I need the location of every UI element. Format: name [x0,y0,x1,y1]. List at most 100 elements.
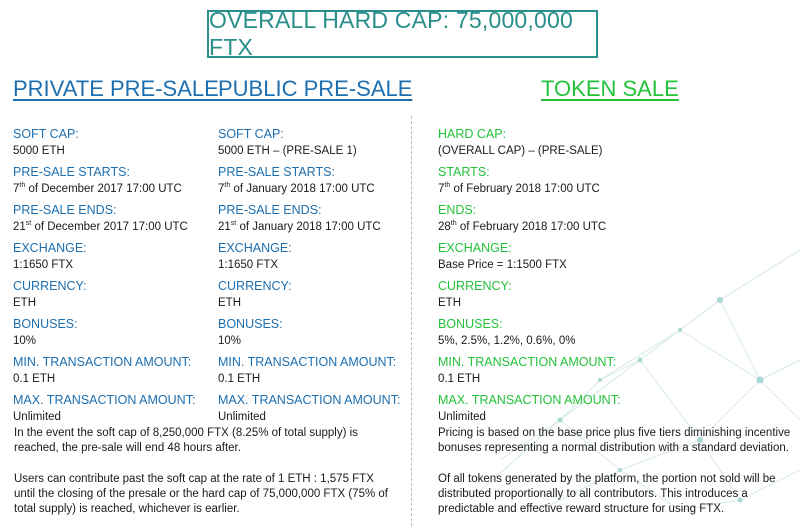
field-value: ETH [438,297,461,309]
field-label: CURRENCY: [13,279,87,293]
token-bonuses: BONUSES: 5%, 2.5%, 1.2%, 0.6%, 0% [438,315,793,349]
field-value: Unlimited [13,411,61,423]
field-label: ENDS: [438,203,477,217]
soft-cap-note: In the event the soft cap of 8,250,000 F… [14,427,358,454]
field-label: MAX. TRANSACTION AMOUNT: [218,393,401,407]
distribution-note: Of all tokens generated by the platform,… [438,473,776,515]
field-value: 5%, 2.5%, 1.2%, 0.6%, 0% [438,335,576,347]
public-presale-column: PUBLIC PRE-SALE SOFT CAP: 5000 ETH – (PR… [218,74,418,429]
date-ordinal: th [450,220,457,228]
field-label: BONUSES: [13,317,78,331]
field-value: 7th of December 2017 17:00 UTC [13,181,218,197]
field-label: SOFT CAP: [13,127,79,141]
contribution-note: Users can contribute past the soft cap a… [14,473,388,515]
date-ordinal: th [19,182,26,190]
field-label: EXCHANGE: [218,241,292,255]
date-rest: of February 2018 17:00 UTC [450,183,600,195]
field-label: MAX. TRANSACTION AMOUNT: [13,393,196,407]
field-value: 0.1 ETH [438,373,481,385]
overall-hard-cap-text: OVERALL HARD CAP: 75,000,000 FTX [209,7,573,60]
date-rest: of January 2018 17:00 UTC [230,183,375,195]
field-label: MIN. TRANSACTION AMOUNT: [438,355,617,369]
field-value: 7th of January 2018 17:00 UTC [218,181,418,197]
token-starts: STARTS: 7th of February 2018 17:00 UTC [438,163,793,197]
field-label: PRE-SALE STARTS: [218,165,335,179]
public-presale-title: PUBLIC PRE-SALE [218,76,413,101]
field-label: EXCHANGE: [13,241,87,255]
column-divider [411,116,412,526]
field-value: Base Price = 1:1500 FTX [438,259,567,271]
date-ordinal: th [224,182,231,190]
pricing-note: Pricing is based on the base price plus … [438,427,791,454]
field-label: MIN. TRANSACTION AMOUNT: [13,355,192,369]
field-label: PRE-SALE ENDS: [218,203,322,217]
private-soft-cap: SOFT CAP: 5000 ETH [13,125,218,159]
date-day: 21 [218,221,231,233]
public-min-transaction: MIN. TRANSACTION AMOUNT: 0.1 ETH [218,353,418,387]
date-ordinal: st [25,220,32,228]
token-ends: ENDS: 28th of February 2018 17:00 UTC [438,201,793,235]
date-rest: of January 2018 17:00 UTC [236,221,381,233]
field-value: 21st of December 2017 17:00 UTC [13,219,218,235]
field-label: PRE-SALE ENDS: [13,203,117,217]
date-rest: of February 2018 17:00 UTC [456,221,607,233]
private-min-transaction: MIN. TRANSACTION AMOUNT: 0.1 ETH [13,353,218,387]
field-label: SOFT CAP: [218,127,284,141]
public-max-transaction: MAX. TRANSACTION AMOUNT: Unlimited [218,391,418,425]
date-day: 7 [218,183,225,195]
field-value: 1:1650 FTX [218,259,279,271]
token-hard-cap: HARD CAP: (OVERALL CAP) – (PRE-SALE) [438,125,793,159]
private-exchange: EXCHANGE: 1:1650 FTX [13,239,218,273]
private-bonuses: BONUSES: 10% [13,315,218,349]
date-day: 21 [13,221,26,233]
field-label: STARTS: [438,165,490,179]
date-rest: of December 2017 17:00 UTC [25,183,182,195]
field-value: (OVERALL CAP) – (PRE-SALE) [438,145,603,157]
field-label: MIN. TRANSACTION AMOUNT: [218,355,397,369]
token-currency: CURRENCY: ETH [438,277,793,311]
field-label: CURRENCY: [218,279,292,293]
public-currency: CURRENCY: ETH [218,277,418,311]
date-day: 28 [438,221,451,233]
token-min-transaction: MIN. TRANSACTION AMOUNT: 0.1 ETH [438,353,793,387]
private-currency: CURRENCY: ETH [13,277,218,311]
date-day: 7 [13,183,20,195]
token-max-transaction: MAX. TRANSACTION AMOUNT: Unlimited [438,391,793,425]
date-day: 7 [438,183,445,195]
field-value: Unlimited [438,411,486,423]
field-value: 1:1650 FTX [13,259,74,271]
field-value: 28th of February 2018 17:00 UTC [438,219,793,235]
date-ordinal: th [444,182,451,190]
public-exchange: EXCHANGE: 1:1650 FTX [218,239,418,273]
field-value: ETH [13,297,36,309]
private-presale-ends: PRE-SALE ENDS: 21st of December 2017 17:… [13,201,218,235]
private-presale-title: PRIVATE PRE-SALE [13,76,219,101]
token-exchange: EXCHANGE: Base Price = 1:1500 FTX [438,239,793,273]
overall-hard-cap-banner: OVERALL HARD CAP: 75,000,000 FTX [207,7,598,60]
field-value: 10% [13,335,37,347]
field-value: 0.1 ETH [218,373,261,385]
field-label: PRE-SALE STARTS: [13,165,130,179]
public-soft-cap: SOFT CAP: 5000 ETH – (PRE-SALE 1) [218,125,418,159]
public-bonuses: BONUSES: 10% [218,315,418,349]
field-value: 0.1 ETH [13,373,56,385]
field-label: EXCHANGE: [438,241,512,255]
field-label: BONUSES: [438,317,503,331]
public-presale-ends: PRE-SALE ENDS: 21st of January 2018 17:0… [218,201,418,235]
token-sale-title: TOKEN SALE [541,76,679,101]
private-presale-column: PRIVATE PRE-SALE SOFT CAP: 5000 ETH PRE-… [13,74,219,429]
field-value: 7th of February 2018 17:00 UTC [438,181,793,197]
private-max-transaction: MAX. TRANSACTION AMOUNT: Unlimited [13,391,218,425]
public-presale-starts: PRE-SALE STARTS: 7th of January 2018 17:… [218,163,418,197]
field-value: 10% [218,335,242,347]
private-presale-starts: PRE-SALE STARTS: 7th of December 2017 17… [13,163,218,197]
field-label: CURRENCY: [438,279,512,293]
field-label: MAX. TRANSACTION AMOUNT: [438,393,621,407]
field-value: 5000 ETH – (PRE-SALE 1) [218,145,357,157]
field-value: ETH [218,297,241,309]
date-rest: of December 2017 17:00 UTC [31,221,188,233]
field-label: HARD CAP: [438,127,507,141]
field-value: 5000 ETH [13,145,65,157]
field-label: BONUSES: [218,317,283,331]
date-ordinal: st [230,220,237,228]
